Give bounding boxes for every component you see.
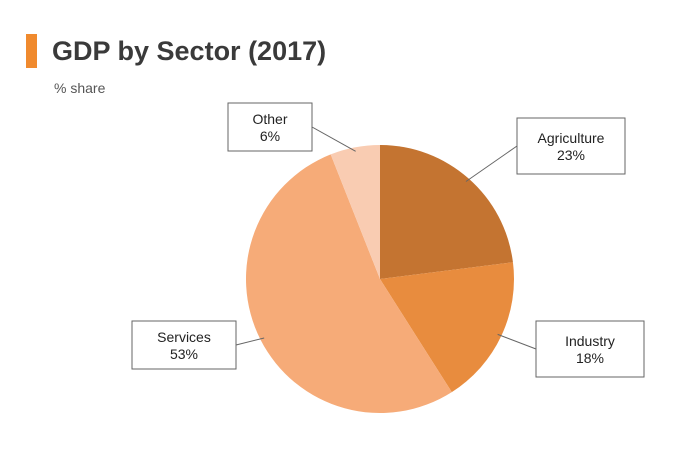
pie-slice-agriculture [380,145,513,279]
slice-value-other: 6% [260,128,280,144]
callout-box-other [227,102,313,152]
chart-title: GDP by Sector (2017) [52,36,327,66]
callout-box-industry [535,320,645,378]
chart-subtitle: % share [54,80,106,96]
slice-value-industry: 18% [576,350,604,366]
title-accent-bar [26,34,37,68]
slice-label-industry: Industry [565,333,615,349]
slice-label-other: Other [252,111,287,127]
slice-value-agriculture: 23% [557,147,585,163]
pie-slice-services [246,154,452,413]
callout-leader-services [235,337,265,346]
callout-leader-other [311,126,356,152]
slice-value-services: 53% [170,346,198,362]
pie-slice-industry [380,262,514,393]
callout-box-agriculture [516,117,626,175]
pie-slices [246,145,514,413]
callout-leader-industry [497,333,537,350]
pie-slice-other [330,145,380,279]
callout-box-services [131,320,237,370]
slice-label-services: Services [157,329,211,345]
slice-label-agriculture: Agriculture [538,130,605,146]
callout-leader-agriculture [465,145,518,182]
